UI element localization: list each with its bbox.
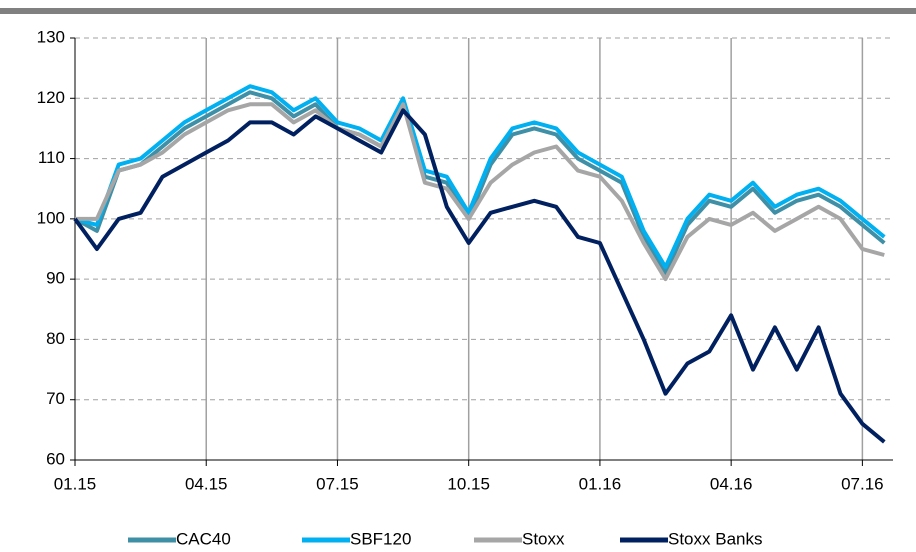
x-tick-label: 01.16 [579,474,622,493]
y-tick-label: 120 [37,88,65,107]
legend-label: CAC40 [176,529,231,548]
y-tick-label: 80 [46,329,65,348]
y-tick-label: 130 [37,27,65,46]
y-tick-label: 60 [46,449,65,468]
series-line [73,108,886,444]
y-tick-label: 100 [37,208,65,227]
x-tick-label: 01.15 [54,474,97,493]
series-line [74,90,886,276]
x-tick-label: 04.15 [185,474,228,493]
legend-label: SBF120 [350,529,411,548]
x-tick-label: 04.16 [710,474,753,493]
x-tick-label: 07.16 [841,474,884,493]
series-line [75,102,885,282]
x-tick-label: 10.15 [447,474,490,493]
top-bar [0,8,916,14]
legend-label: Stoxx [522,529,565,548]
y-tick-label: 70 [46,389,65,408]
x-tick-label: 07.15 [316,474,359,493]
y-tick-label: 90 [46,269,65,288]
series-line [74,84,886,270]
y-tick-label: 110 [38,148,65,167]
legend-label: Stoxx Banks [668,529,763,548]
